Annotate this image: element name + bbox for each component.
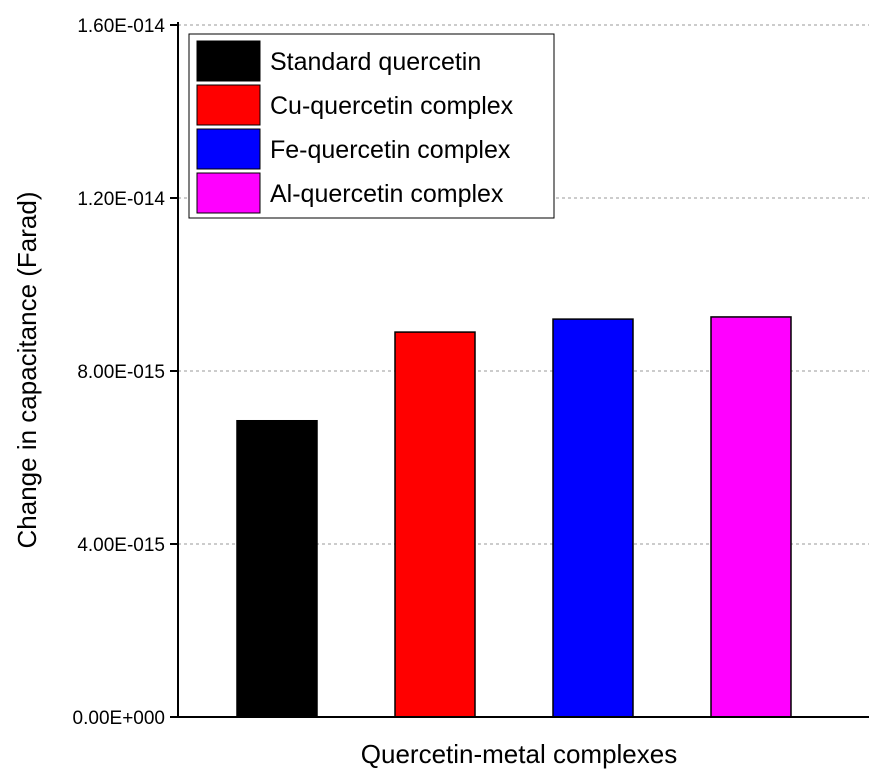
- bar: [236, 419, 318, 718]
- bar: [394, 331, 476, 718]
- y-tick-label: 1.60E-014: [77, 16, 165, 37]
- legend-label: Fe-quercetin complex: [270, 136, 511, 164]
- legend-swatch: [196, 40, 261, 82]
- x-axis-label: Quercetin-metal complexes: [361, 739, 677, 769]
- y-axis-label: Change in capacitance (Farad): [12, 192, 42, 549]
- legend-label: Cu-quercetin complex: [270, 92, 514, 120]
- y-ticks: 0.00E+000 4.00E-015 8.00E-015 1.20E-014 1.60…: [73, 16, 178, 729]
- legend-label: Al-quercetin complex: [270, 180, 504, 208]
- y-tick-label: 1.20E-014: [77, 189, 165, 210]
- legend-swatch: [196, 128, 261, 170]
- legend-label: Standard quercetin: [270, 48, 481, 76]
- legend: Standard quercetin Cu-quercetin complex Fe…: [188, 33, 555, 219]
- y-tick-label: 0.00E+000: [73, 708, 165, 729]
- bars: [236, 316, 792, 718]
- legend-swatch: [196, 172, 261, 214]
- y-tick-label: 4.00E-015: [77, 535, 165, 556]
- bar: [552, 318, 634, 718]
- bar: [710, 316, 792, 718]
- legend-swatch: [196, 84, 261, 126]
- y-tick-label: 8.00E-015: [77, 362, 165, 383]
